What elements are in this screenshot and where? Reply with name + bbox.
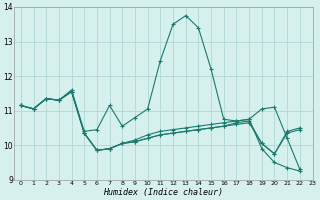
X-axis label: Humidex (Indice chaleur): Humidex (Indice chaleur)	[103, 188, 223, 197]
